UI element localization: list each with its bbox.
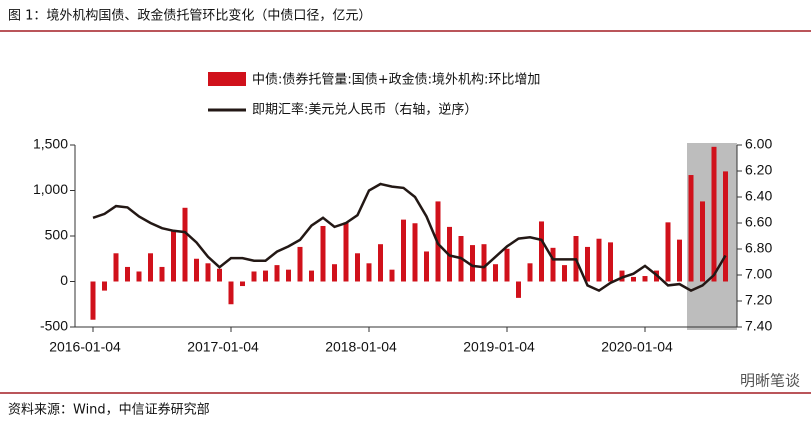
bar (148, 253, 153, 282)
watermark: 明晰笔谈 (740, 372, 800, 390)
bar (355, 253, 360, 282)
bar (332, 264, 337, 282)
bar (217, 268, 222, 282)
bar (516, 281, 521, 298)
bar (194, 258, 199, 282)
source-note: 资料来源：Wind，中信证券研究部 (8, 402, 210, 418)
bar (504, 248, 510, 282)
bar (481, 244, 487, 282)
y2-tick-label: 7.40 (745, 318, 772, 334)
bar (240, 281, 245, 287)
legend-label: 即期汇率:美元兑人民币（右轴，逆序） (252, 102, 477, 118)
bar (688, 175, 694, 282)
line (92, 182, 727, 293)
bar (562, 265, 567, 282)
y-tick-label: -500 (40, 318, 68, 334)
bar (470, 245, 475, 282)
y2-tick-label: 6.00 (745, 136, 772, 152)
bar (401, 219, 406, 282)
bar (711, 146, 717, 282)
bar (700, 201, 705, 282)
bar (320, 225, 326, 282)
bar (608, 242, 613, 282)
bar (412, 223, 418, 282)
y2-tick-label: 6.20 (745, 162, 772, 178)
bar (205, 263, 211, 282)
y2-tick-label: 6.80 (745, 240, 772, 256)
y2-tick-label: 6.60 (745, 214, 772, 230)
y-tick-label: 0 (60, 272, 68, 288)
x-tick-label: 2019-01-04 (463, 339, 535, 355)
bar (182, 207, 188, 282)
bar (228, 281, 234, 305)
bar (665, 222, 671, 282)
bar (596, 238, 602, 282)
bar (585, 246, 590, 282)
bar (550, 247, 556, 282)
y-tick-label: 500 (45, 227, 69, 243)
bar (251, 271, 257, 282)
bar (343, 222, 349, 282)
bar (631, 276, 636, 282)
bar (159, 266, 165, 282)
bar (171, 230, 176, 282)
x-tick-label: 2018-01-04 (325, 339, 397, 355)
bar (125, 266, 130, 282)
bar (136, 271, 142, 282)
bar (493, 264, 498, 282)
bar (527, 263, 533, 282)
bar (309, 270, 314, 282)
bar (102, 281, 107, 291)
legend-swatch (208, 72, 246, 86)
bar (274, 265, 280, 282)
chart-title: 图 1：境外机构国债、政金债托管环比变化（中债口径，亿元） (8, 8, 371, 24)
bar (424, 251, 429, 282)
bar (297, 246, 303, 282)
y2-tick-label: 7.00 (745, 266, 772, 282)
x-tick-label: 2020-01-04 (601, 339, 673, 355)
bar (113, 253, 119, 282)
bar (90, 281, 96, 320)
legend-label: 中债:债券托管量:国债+政金债:境外机构:环比增加 (252, 72, 540, 88)
y2-tick-label: 6.40 (745, 188, 772, 204)
bar (263, 270, 268, 282)
bar (286, 269, 291, 282)
bar (389, 269, 395, 282)
bar (619, 270, 625, 282)
bar (378, 244, 383, 282)
x-tick-label: 2016-01-04 (49, 339, 121, 355)
bar (723, 171, 728, 282)
bar (642, 276, 648, 282)
bar (366, 263, 372, 282)
y-tick-label: 1,000 (33, 181, 68, 197)
bar (677, 239, 682, 282)
y2-tick-label: 7.20 (745, 292, 772, 308)
x-tick-label: 2017-01-04 (187, 339, 259, 355)
y-tick-label: 1,500 (33, 136, 68, 152)
bar (539, 221, 544, 282)
